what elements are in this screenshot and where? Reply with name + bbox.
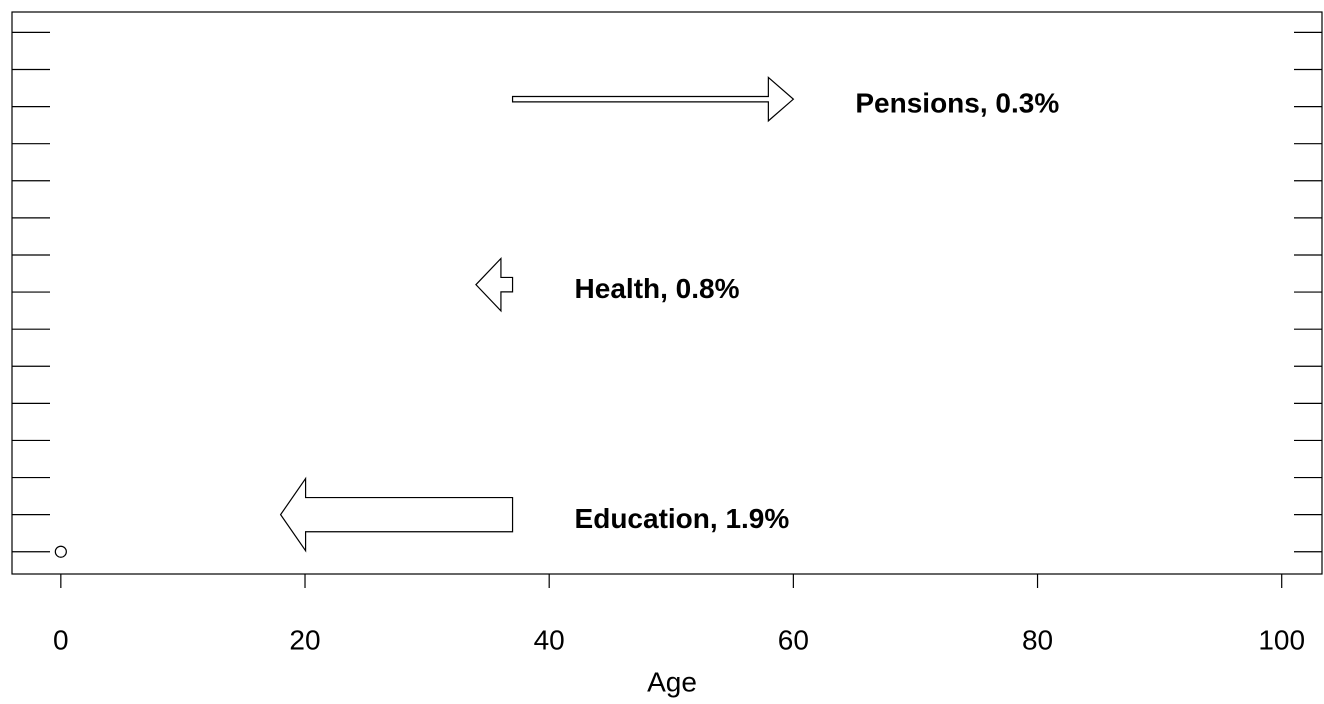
x-tick-label: 100 [1258, 624, 1305, 655]
x-tick-label: 60 [778, 624, 809, 655]
arrow [279, 476, 514, 553]
x-tick-label: 20 [289, 624, 320, 655]
x-axis-label: Age [647, 666, 697, 697]
arrow [511, 76, 795, 123]
arrow [475, 256, 514, 313]
x-tick-label: 0 [53, 624, 69, 655]
arrow-label: Health, 0.8% [575, 273, 740, 304]
x-tick-label: 80 [1022, 624, 1053, 655]
plot-frame [11, 11, 1323, 575]
arrow-label: Pensions, 0.3% [855, 88, 1059, 119]
x-tick-label: 40 [534, 624, 565, 655]
arrow-label: Education, 1.9% [575, 503, 790, 534]
point [54, 545, 67, 558]
